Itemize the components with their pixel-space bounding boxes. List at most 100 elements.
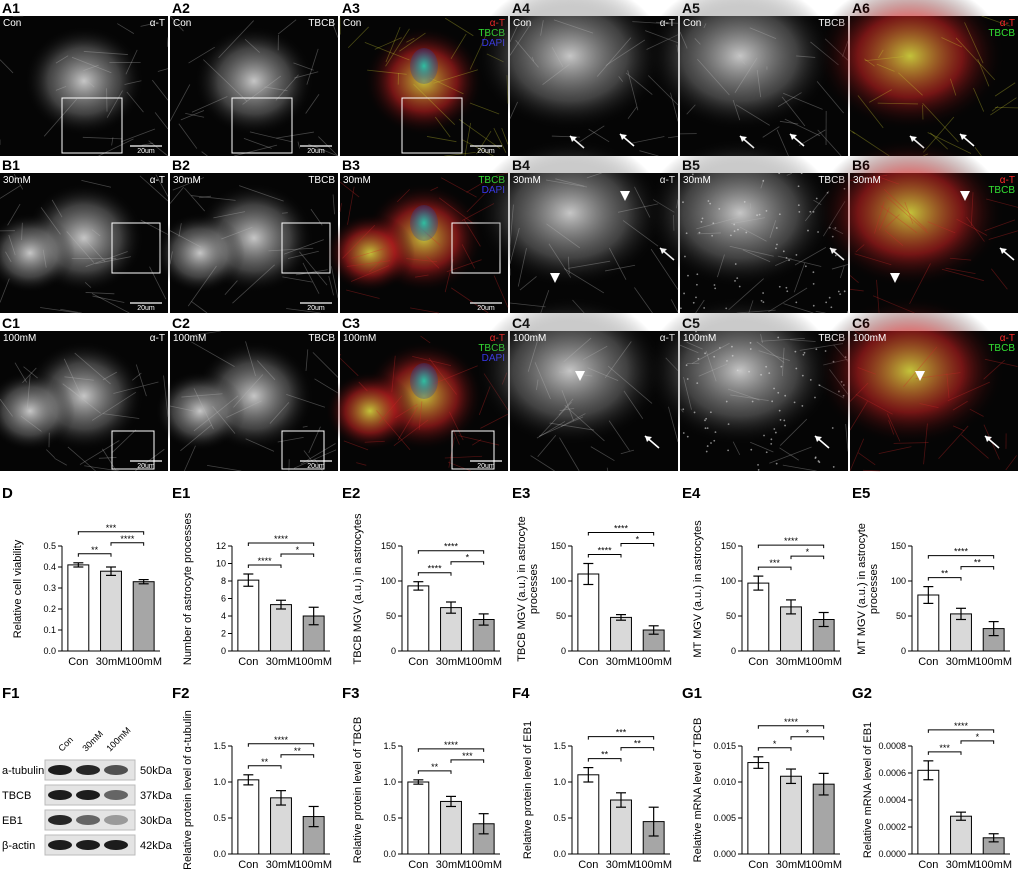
significance-bracket <box>417 572 452 576</box>
bar <box>610 799 632 855</box>
filament <box>729 245 774 257</box>
puncta <box>802 353 805 356</box>
puncta <box>710 442 712 444</box>
puncta <box>750 448 753 451</box>
puncta <box>748 370 750 373</box>
y-tick-label: 150 <box>721 541 736 551</box>
puncta <box>700 220 703 223</box>
bar <box>440 607 462 652</box>
filament <box>430 186 439 191</box>
filament <box>749 27 777 39</box>
filament <box>233 374 264 408</box>
filament <box>86 80 95 88</box>
filament <box>369 258 384 273</box>
filament <box>356 462 367 466</box>
y-tick-label: 0.015 <box>713 741 736 751</box>
filament <box>446 259 482 273</box>
filament <box>426 255 440 269</box>
filament <box>984 219 1016 232</box>
filament <box>193 395 239 432</box>
filament <box>178 123 198 149</box>
filament <box>385 28 410 67</box>
y-tick-label: 0.0000 <box>878 849 906 859</box>
filament <box>760 334 763 344</box>
puncta <box>695 330 697 333</box>
y-tick-label: 1.5 <box>553 741 566 751</box>
filament <box>923 423 928 465</box>
filament <box>169 230 202 248</box>
filament <box>347 186 355 225</box>
inset-box <box>111 430 155 470</box>
puncta <box>697 357 700 360</box>
filament <box>874 201 885 234</box>
significance-bracket <box>587 758 622 762</box>
significance-bracket <box>280 553 315 557</box>
puncta <box>757 463 759 466</box>
size-label: 42kDa <box>140 840 173 852</box>
bar <box>270 604 292 652</box>
filament <box>7 203 21 226</box>
filament <box>206 464 242 472</box>
x-tick-label: Con <box>408 656 428 668</box>
filament <box>639 150 659 157</box>
puncta <box>768 372 771 375</box>
puncta <box>751 400 754 403</box>
panel-label: E5 <box>852 485 870 502</box>
puncta <box>800 172 803 175</box>
puncta <box>778 213 781 216</box>
significance-bracket <box>587 736 655 740</box>
filament <box>864 58 875 67</box>
filament <box>955 37 996 81</box>
filament <box>125 49 138 75</box>
cell-signal <box>645 296 835 446</box>
bar <box>577 774 600 855</box>
panel-label: F3 <box>342 685 360 702</box>
cell-signal <box>155 371 245 451</box>
y-tick-label: 0.0 <box>383 849 396 859</box>
filament <box>450 33 467 60</box>
filament <box>221 226 253 240</box>
puncta <box>749 348 752 350</box>
stain-label: TBCB <box>988 28 1015 39</box>
x-tick-label: 100mM <box>805 656 842 668</box>
puncta <box>726 359 728 362</box>
filament <box>769 446 812 464</box>
puncta <box>775 227 778 229</box>
arrowhead-marker <box>915 371 925 381</box>
puncta <box>758 213 761 216</box>
puncta <box>736 369 739 372</box>
filament <box>878 49 884 59</box>
puncta <box>727 449 730 452</box>
filament <box>461 244 476 269</box>
filament <box>374 37 402 50</box>
panel-label: A3 <box>342 0 360 16</box>
puncta <box>680 307 682 310</box>
puncta <box>757 469 760 471</box>
filament <box>51 199 63 218</box>
filament <box>91 229 101 237</box>
puncta <box>685 364 688 367</box>
bar <box>132 581 155 652</box>
filament <box>777 255 822 267</box>
filament <box>493 275 509 308</box>
filament <box>376 410 411 451</box>
filament <box>140 23 153 27</box>
significance-label: **** <box>954 547 969 557</box>
filament <box>203 59 248 102</box>
filament <box>555 178 585 187</box>
condition-label: 30mM <box>853 175 881 186</box>
puncta <box>701 217 704 220</box>
filament <box>527 335 540 372</box>
y-axis-label: MT MGV (a.u.) in astrocyte processes <box>856 522 880 655</box>
bar <box>237 779 260 855</box>
filament <box>169 405 195 412</box>
y-tick-label: 50 <box>386 611 396 621</box>
y-axis-label: Relative mRNA level of TBCB <box>692 717 704 863</box>
filament <box>242 75 282 105</box>
filament <box>559 437 580 472</box>
filament <box>410 307 440 314</box>
bar <box>237 579 260 652</box>
y-tick-label: 2 <box>221 629 226 639</box>
panel-label: E3 <box>512 485 530 502</box>
y-tick-label: 150 <box>381 541 396 551</box>
